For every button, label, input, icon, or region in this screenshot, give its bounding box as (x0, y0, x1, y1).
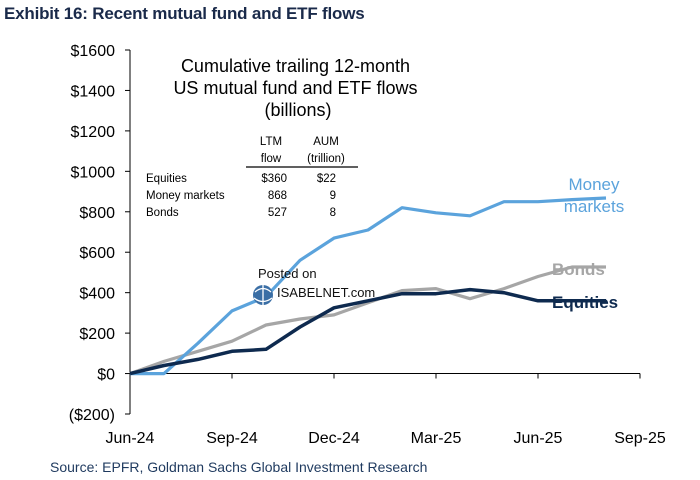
x-tick-label: Sep-25 (614, 430, 666, 447)
y-tick-label: $1000 (71, 164, 116, 181)
source-note: Source: EPFR, Goldman Sachs Global Inves… (50, 459, 428, 475)
x-axis-ticks: Jun-24 Sep-24 Dec-24 Mar-25 Jun-25 Sep-25 (106, 373, 666, 447)
table-cell-flow: 527 (268, 207, 287, 219)
chart-title: Cumulative trailing 12-month US mutual f… (173, 56, 422, 120)
bonds-label: Bonds (552, 260, 605, 279)
watermark-line2: ISABELNET.com (277, 285, 375, 300)
table-cell-aum: $22 (317, 173, 336, 185)
axes (129, 50, 640, 414)
y-tick-label: $1200 (71, 124, 116, 141)
x-tick-label: Dec-24 (308, 430, 360, 447)
x-tick-label: Jun-25 (514, 430, 563, 447)
x-tick-label: Mar-25 (411, 430, 462, 447)
y-tick-label: ($200) (69, 407, 115, 424)
money-markets-line (130, 196, 607, 376)
table-cell-flow: $360 (261, 173, 287, 185)
bonds-line (129, 265, 606, 376)
table-header: AUM (313, 136, 339, 148)
table-header: (trillion) (307, 153, 345, 165)
table-header: flow (261, 153, 282, 165)
table-row-label: Bonds (146, 207, 179, 219)
exhibit-title: Exhibit 16: Recent mutual fund and ETF f… (4, 4, 365, 23)
equities-line (129, 287, 606, 376)
summary-table: LTM flow AUM (trillion) Equities $360 $22 Money… (146, 136, 358, 219)
equities-label: Equities (552, 293, 618, 312)
x-tick-label: Sep-24 (206, 430, 258, 447)
y-tick-label: $800 (79, 205, 115, 222)
watermark: Posted on ISABELNET.com (253, 266, 375, 305)
table-cell-aum: 9 (330, 190, 336, 202)
watermark-line1: Posted on (258, 266, 317, 281)
y-tick-label: $400 (79, 286, 115, 303)
series-lines (129, 196, 607, 376)
money-markets-label: Money (568, 175, 620, 194)
y-tick-label: $1600 (71, 43, 116, 60)
y-tick-label: $200 (79, 326, 115, 343)
y-tick-label: $1400 (71, 83, 116, 100)
money-markets-label-line2: markets (564, 197, 624, 216)
table-row-label: Equities (146, 173, 187, 185)
y-tick-label: $0 (97, 367, 115, 384)
table-cell-aum: 8 (330, 207, 336, 219)
y-tick-label: $600 (79, 245, 115, 262)
y-axis-ticks: ($200) $0 $200 $400 $600 $800 $1000 $1200 $1400 $… (69, 43, 130, 424)
table-header: LTM (260, 136, 282, 148)
table-cell-flow: 868 (268, 190, 287, 202)
table-row-label: Money markets (146, 190, 225, 202)
x-tick-label: Jun-24 (106, 430, 155, 447)
